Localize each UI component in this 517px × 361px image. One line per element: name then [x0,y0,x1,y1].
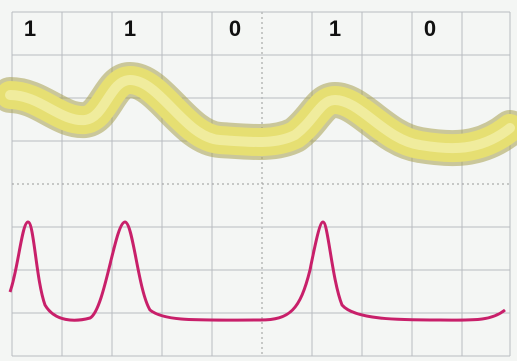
bit-label: 1 [329,16,341,41]
bit-label: 1 [124,16,136,41]
bit-label: 1 [24,16,36,41]
bit-label: 0 [424,16,436,41]
scope-screen: 1 1 0 1 0 [0,0,517,361]
background [0,0,517,361]
bit-label: 0 [229,16,241,41]
